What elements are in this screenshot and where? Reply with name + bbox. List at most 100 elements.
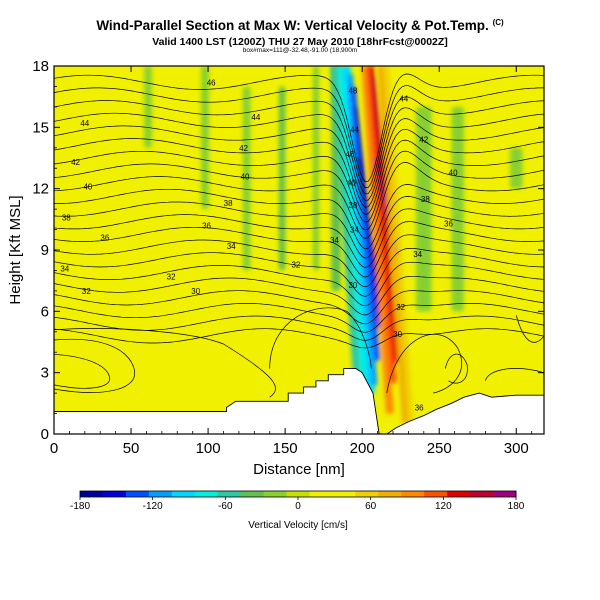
downdraft-band: [312, 66, 320, 271]
colorbar-swatch: [171, 491, 196, 497]
terrain: [54, 368, 544, 434]
theta-contour: [54, 139, 544, 223]
y-tick-label: 6: [41, 303, 49, 320]
theta-label: 42: [239, 144, 248, 153]
downdraft-band: [416, 106, 432, 312]
colorbar-swatch: [102, 491, 127, 497]
theta-label: 44: [350, 125, 359, 134]
theta-contour: [54, 73, 544, 182]
theta-label: 32: [396, 303, 405, 312]
colorbar-swatch: [447, 491, 471, 497]
colorbar-swatch: [332, 491, 356, 497]
x-tick-label: 200: [350, 440, 375, 457]
low-level-contour: [445, 353, 468, 384]
theta-label: 46: [207, 78, 216, 87]
low-level-contour: [54, 353, 110, 389]
theta-contour: [54, 261, 544, 307]
theta-contour: [54, 184, 544, 250]
theta-label: 44: [80, 119, 89, 128]
colorbar-swatch: [240, 491, 265, 497]
theta-label: 40: [347, 179, 356, 188]
theta-contours: [54, 73, 544, 398]
theta-label: 36: [202, 221, 211, 230]
velocity-field: [54, 66, 544, 434]
theta-label: 34: [350, 226, 359, 235]
y-tick-label: 0: [41, 426, 49, 443]
colorbar-swatch: [194, 491, 219, 497]
low-level-contour: [54, 338, 136, 393]
low-level-contour: [386, 333, 463, 394]
x-tick-label: 100: [196, 440, 221, 457]
box-info-line: box#max=111@-32.48,-91.00 (18,900m: [242, 47, 358, 54]
theta-label: 36: [415, 403, 424, 412]
storm-core-stripe: [361, 66, 394, 414]
colorbar: -180 -120 -60 0 60 120 180 Vertical Velocity [c…: [70, 490, 525, 531]
colorbar-swatch: [148, 491, 173, 497]
theta-contour: [54, 162, 544, 239]
colorbar-tick-label: -180: [70, 501, 90, 512]
colorbar-label: Vertical Velocity [cm/s]: [248, 520, 348, 531]
theta-contour: [54, 85, 544, 189]
copyright-mark: (C): [492, 18, 504, 27]
theta-contour: [54, 290, 544, 325]
chart-title: Wind-Parallel Section at Max W: Vertical…: [0, 18, 600, 33]
downdraft-band: [144, 66, 152, 148]
theta-label: 30: [393, 330, 402, 339]
y-tick-label: 9: [41, 242, 49, 259]
x-tick-label: 50: [123, 440, 140, 457]
theta-label: 34: [330, 236, 339, 245]
y-tick-label: 3: [41, 365, 49, 382]
downdraft-band: [242, 86, 251, 271]
storm-core-stripe: [350, 86, 381, 361]
theta-label: 38: [421, 195, 430, 204]
theta-label: 36: [100, 234, 109, 243]
theta-label: 42: [71, 158, 80, 167]
theta-label: 30: [191, 287, 200, 296]
theta-label: 32: [82, 287, 91, 296]
field-background: [54, 66, 544, 434]
theta-contour: [54, 208, 544, 268]
y-tick-label: 15: [32, 119, 49, 136]
theta-label: 36: [444, 219, 453, 228]
theta-contour: [54, 234, 544, 288]
theta-contour: [54, 107, 544, 201]
terrain-mask: [54, 368, 544, 434]
theta-label: 38: [224, 199, 233, 208]
colorbar-tick-label: 60: [365, 501, 377, 512]
theta-contour: [54, 128, 544, 215]
theta-label: 32: [291, 260, 300, 269]
theta-contour: [54, 328, 544, 349]
colorbar-tick-label: 120: [435, 501, 452, 512]
colorbar-swatch: [493, 491, 517, 497]
x-tick-label: 250: [427, 440, 452, 457]
contour-labels: 46 44 42 40 38 36 34 32 32 30 44 42 40 38 36 34 32 48 44 46…: [60, 78, 458, 412]
colorbar-swatch: [355, 491, 379, 497]
colorbar-swatch: [80, 491, 104, 497]
colorbar-tick-label: -120: [143, 501, 163, 512]
colorbar-swatch: [309, 491, 333, 497]
colorbar-swatch: [125, 491, 150, 497]
low-level-contour: [485, 368, 544, 381]
colorbar-swatch: [217, 491, 242, 497]
theta-label: 40: [241, 172, 250, 181]
low-level-contour: [269, 307, 372, 369]
theta-contour: [54, 150, 544, 231]
theta-label: 34: [413, 250, 422, 259]
theta-contour: [54, 247, 544, 297]
chart-title-text: Wind-Parallel Section at Max W: Vertical…: [96, 18, 489, 33]
colorbar-swatch: [378, 491, 402, 497]
downdraft-band: [278, 86, 286, 271]
y-tick-label: 12: [32, 181, 49, 198]
colorbar-swatch: [401, 491, 425, 497]
colorbar-tick-label: 180: [508, 501, 525, 512]
colorbar-swatch: [263, 491, 288, 497]
low-level-contour: [54, 328, 276, 398]
x-tick-label: 300: [504, 440, 529, 457]
x-tick-label: 0: [50, 440, 58, 457]
downdraft-band: [451, 106, 464, 312]
x-tick-label: 150: [273, 440, 298, 457]
theta-label: 48: [348, 87, 357, 96]
colorbar-tick-label: -60: [218, 501, 233, 512]
